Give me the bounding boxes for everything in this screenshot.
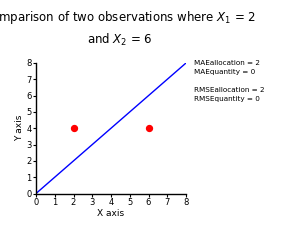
Text: Comparison of two observations where $X_1$ = 2
and $X_2$ = 6: Comparison of two observations where $X_…: [0, 9, 256, 48]
Point: [71, 126, 76, 130]
Text: MAEquantity = 0: MAEquantity = 0: [194, 69, 255, 75]
X-axis label: X axis: X axis: [98, 209, 124, 218]
Text: RMSEallocation = 2: RMSEallocation = 2: [194, 87, 264, 93]
Text: MAEallocation = 2: MAEallocation = 2: [194, 60, 260, 66]
Y-axis label: Y axis: Y axis: [15, 115, 24, 142]
Text: RMSEquantity = 0: RMSEquantity = 0: [194, 96, 260, 102]
Point: [146, 126, 151, 130]
